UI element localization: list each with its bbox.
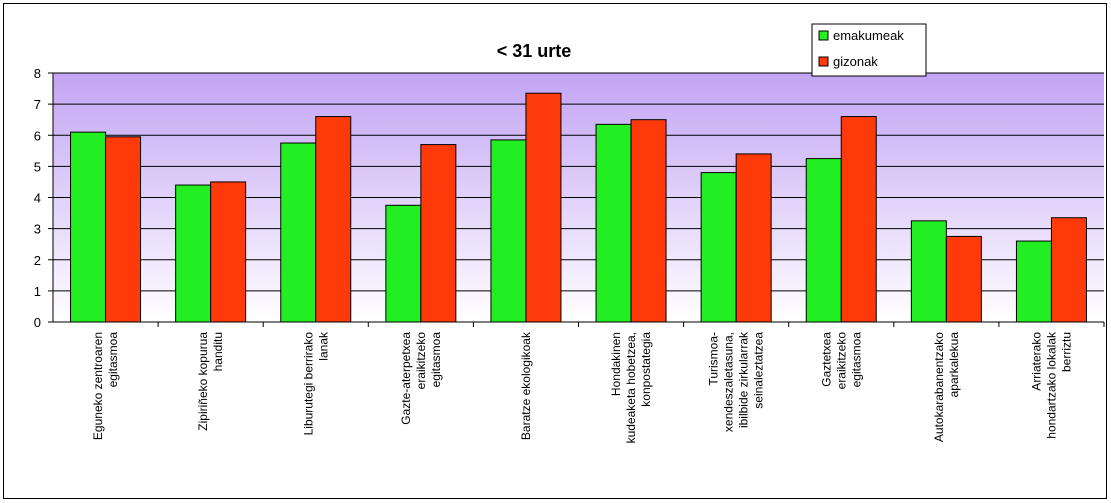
bar-emakumeak: [805, 158, 842, 323]
x-category-label-line: Gaztetxea: [819, 332, 833, 387]
x-category-label-line: aparkalekua: [947, 332, 961, 398]
axes: [48, 72, 1105, 327]
legend-swatch-emakumeak: [818, 30, 829, 41]
bar-gizonak: [420, 144, 457, 323]
y-tick-label: 6: [34, 128, 41, 143]
bar-emakumeak: [910, 220, 947, 323]
x-category-label-line: hondartzako lokalak: [1044, 331, 1058, 439]
y-tick-label: 3: [34, 222, 41, 237]
bar-emakumeak: [280, 142, 317, 323]
y-tick-label: 8: [34, 66, 41, 81]
x-category-label-line: Baratze ekologikoak: [519, 331, 533, 440]
x-category-label: Hondakinen kudeaketa hobetzea, konpostateg…: [609, 332, 653, 444]
x-category-label-line: egitasmoa: [106, 332, 120, 388]
bar-gizonak: [735, 153, 772, 323]
bar-gizonak: [525, 92, 562, 323]
x-category-label: Gaztetxea eraikitzeko egitasmoa: [819, 332, 863, 390]
bar-gizonak: [105, 136, 142, 323]
x-category-label-line: Arriaterako: [1029, 332, 1043, 391]
x-category-label: Zipiriñeko kopurua handitu: [196, 332, 225, 431]
bar-emakumeak: [595, 123, 632, 323]
x-category-label-line: Autokarabanentzako: [932, 332, 946, 442]
legend: emakumeak gizonak: [811, 23, 927, 77]
x-category-label-line: Zipiriñeko kopurua: [196, 332, 210, 431]
x-category-label-line: eraikitzeko: [414, 332, 428, 390]
bar-gizonak: [210, 181, 247, 323]
legend-box: [811, 23, 927, 77]
legend-swatch-gizonak: [818, 56, 829, 67]
x-category-label: Baratze ekologikoak: [519, 331, 533, 440]
bar-emakumeak: [175, 184, 212, 323]
bar-gizonak: [315, 116, 352, 323]
x-category-label-line: Hondakinen: [609, 332, 623, 396]
x-category-label: Eguneko zentroaren egitasmoa: [91, 332, 120, 440]
y-tick-labels: 0 1 2 3 4 5 6 7 8: [34, 66, 41, 330]
x-category-label-line: berriztu: [1059, 332, 1073, 372]
legend-label-emakumeak: emakumeak: [833, 28, 904, 43]
x-category-label-line: konpostategia: [639, 332, 653, 407]
y-tick-label: 0: [34, 315, 41, 330]
x-category-label: Turismoa-xendeszaletasuna, ibilbide zirku…: [707, 331, 766, 432]
bar-gizonak: [630, 119, 667, 323]
x-category-label: Autokarabanentzako aparkalekua: [932, 332, 961, 442]
x-category-label-line: egitasmoa: [429, 332, 443, 388]
bar-emakumeak: [700, 172, 737, 323]
bar-emakumeak: [70, 131, 107, 323]
x-category-label-line: eraikitzeko: [834, 332, 848, 390]
bar-gizonak: [840, 116, 877, 323]
y-tick-label: 5: [34, 159, 41, 174]
x-category-label-line: xendeszaletasuna,: [722, 332, 736, 432]
bar-gizonak: [1050, 217, 1087, 323]
bars: [70, 92, 1087, 323]
x-category-label-line: Turismoa-: [707, 332, 721, 386]
x-category-label-line: handitu: [211, 332, 225, 371]
x-category-label-line: seinaleztatzea: [752, 332, 766, 409]
y-tick-label: 4: [34, 191, 41, 206]
x-category-labels: Eguneko zentroaren egitasmoa Zipiriñeko ko…: [91, 331, 1073, 443]
bar-emakumeak: [385, 204, 422, 323]
legend-label-gizonak: gizonak: [833, 54, 878, 69]
x-category-label-line: ibilbide zirkularrak: [737, 331, 751, 428]
x-category-label-line: Gazte-aterpetxea: [399, 332, 413, 425]
bar-gizonak: [945, 235, 982, 323]
x-category-label: Arriaterako hondartzako lokalak berriztu: [1029, 331, 1073, 439]
y-tick-label: 7: [34, 97, 41, 112]
chart-title: < 31 urte: [497, 41, 572, 61]
x-category-label-line: lanak: [316, 331, 330, 361]
x-category-label-line: Eguneko zentroaren: [91, 332, 105, 440]
y-tick-label: 2: [34, 253, 41, 268]
x-category-label-line: egitasmoa: [849, 332, 863, 388]
x-category-label-line: Liburutegi berrirako: [301, 332, 315, 436]
y-tick-label: 1: [34, 284, 41, 299]
bar-emakumeak: [1015, 240, 1052, 323]
x-category-label: Gazte-aterpetxea eraikitzeko egitasmoa: [399, 332, 443, 425]
bar-emakumeak: [490, 139, 527, 323]
x-category-label-line: kudeaketa hobetzea,: [624, 332, 638, 443]
x-category-label: Liburutegi berrirako lanak: [301, 331, 330, 435]
